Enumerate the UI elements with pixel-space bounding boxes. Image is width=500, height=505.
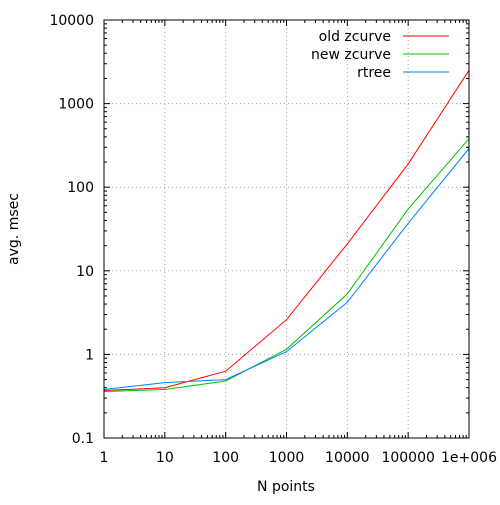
- plot-frame: [104, 20, 469, 438]
- x-tick-label: 1e+006: [441, 450, 497, 466]
- legend-label: new zcurve: [311, 47, 391, 63]
- ticks-layer: 1 10 100 1000 10000 100000 1e+006 0.1 1 10 100 1000…: [49, 13, 497, 466]
- x-tick-label: 10: [156, 450, 174, 466]
- x-tick-label: 10000: [325, 450, 370, 466]
- y-tick-label: 1000: [58, 97, 94, 113]
- y-axis-label: avg. msec: [6, 193, 22, 265]
- y-tick-label: 1: [85, 347, 94, 363]
- x-tick-label: 1: [100, 450, 109, 466]
- y-tick-label: 0.1: [72, 431, 94, 447]
- legend-label: old zcurve: [319, 29, 391, 45]
- legend-label: rtree: [357, 65, 391, 81]
- x-tick-label: 100: [212, 450, 239, 466]
- y-tick-label: 10000: [49, 13, 94, 29]
- grid-layer: [104, 20, 469, 438]
- legend: old zcurve new zcurve rtree: [311, 29, 449, 81]
- x-tick-label: 100000: [381, 450, 434, 466]
- y-tick-label: 100: [67, 180, 94, 196]
- x-tick-label: 1000: [269, 450, 305, 466]
- series-line-old-zcurve: [104, 70, 469, 390]
- series-layer: [104, 70, 469, 391]
- y-tick-label: 10: [76, 264, 94, 280]
- x-axis-label: N points: [257, 479, 315, 495]
